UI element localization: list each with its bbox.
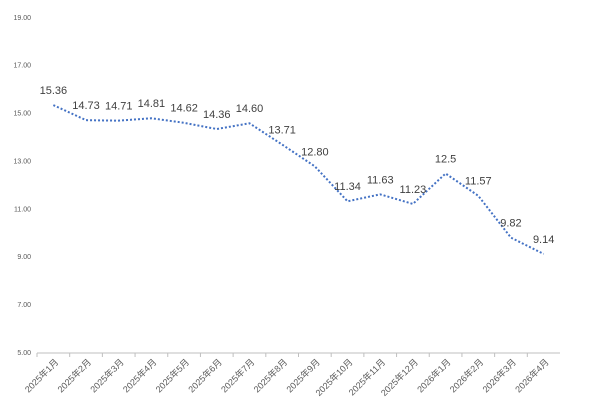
data-label: 14.62 (170, 103, 198, 115)
y-tick-label: 15.00 (13, 111, 31, 118)
x-tick-label: 2025年7月 (218, 356, 256, 394)
y-tick-label: 5.00 (17, 350, 31, 357)
data-label: 13.71 (268, 124, 296, 136)
x-tick-label: 2025年5月 (153, 356, 191, 394)
data-label: 11.63 (367, 174, 394, 186)
x-tick-label: 2025年8月 (251, 356, 289, 394)
data-label: 14.60 (236, 103, 264, 115)
data-label: 12.80 (301, 146, 329, 158)
data-label: 11.57 (465, 176, 492, 188)
x-tick-label: 2026年3月 (480, 356, 518, 394)
y-tick-label: 7.00 (17, 302, 31, 309)
x-tick-label: 2025年4月 (120, 356, 158, 394)
data-label: 11.34 (334, 181, 361, 193)
data-label: 14.73 (72, 100, 100, 112)
y-tick-label: 19.00 (13, 15, 31, 22)
data-label: 14.71 (105, 101, 133, 113)
x-tick-label: 2025年1月 (22, 356, 60, 394)
y-tick-label: 11.00 (14, 206, 31, 213)
y-tick-label: 13.00 (13, 158, 31, 165)
x-tick-label: 2026年2月 (447, 356, 485, 394)
x-tick-label: 2025年3月 (88, 356, 126, 394)
x-tick-label: 2026年4月 (513, 356, 551, 394)
data-line (52, 104, 545, 255)
data-label: 9.14 (533, 234, 554, 246)
x-tick-label: 2026年1月 (414, 356, 452, 394)
x-tick-label: 2025年2月 (55, 356, 93, 394)
data-label: 9.82 (500, 218, 521, 230)
y-tick-label: 9.00 (17, 254, 31, 261)
data-label: 14.36 (203, 109, 231, 121)
data-label: 15.36 (40, 85, 68, 97)
data-label: 14.81 (138, 98, 166, 110)
y-tick-label: 17.00 (13, 63, 31, 70)
data-label: 11.23 (400, 184, 427, 196)
x-tick-label: 2025年6月 (186, 356, 224, 394)
data-label: 12.5 (435, 153, 456, 165)
